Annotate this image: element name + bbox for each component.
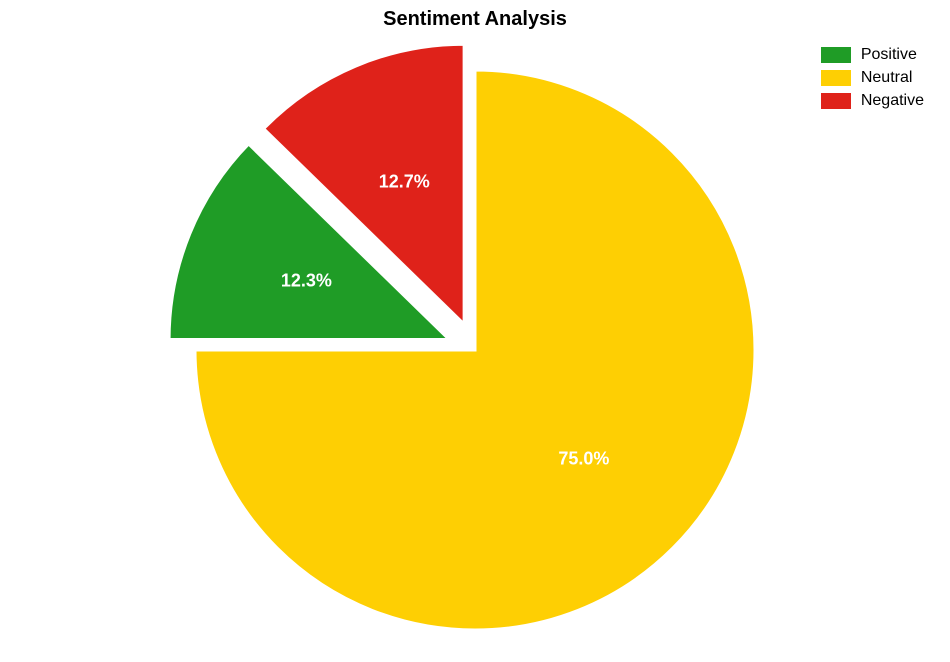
legend-label: Negative [861, 92, 924, 110]
legend-swatch [821, 93, 851, 109]
legend-swatch [821, 70, 851, 86]
legend-label: Positive [861, 46, 917, 64]
legend-item: Positive [821, 46, 924, 64]
legend-item: Negative [821, 92, 924, 110]
legend-item: Neutral [821, 69, 924, 87]
pie-chart [0, 0, 950, 662]
slice-label: 12.7% [379, 172, 430, 193]
slice-label: 12.3% [281, 271, 332, 292]
slice-label: 75.0% [558, 448, 609, 469]
chart-container: Sentiment Analysis PositiveNeutralNegati… [0, 0, 950, 662]
legend: Positive Neutral Negative [821, 46, 924, 115]
legend-swatch [821, 47, 851, 63]
legend-label: Neutral [861, 69, 913, 87]
pie-slice-neutral [195, 70, 755, 630]
